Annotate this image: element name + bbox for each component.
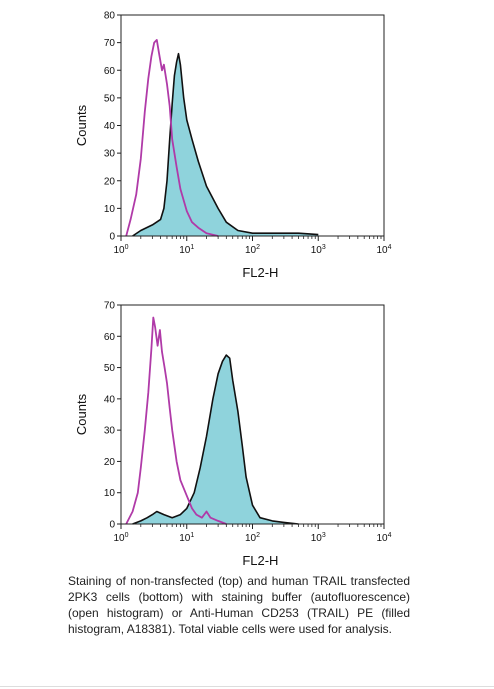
y-tick-label: 70 (104, 301, 116, 312)
figure-caption: Staining of non-transfected (top) and hu… (68, 574, 410, 636)
x-tick-label: 102 (245, 244, 260, 256)
histogram-chart-bottom: 0 10 20 30 40 50 60 70 100 101 102 103 104 FL2-H Count… (74, 301, 392, 568)
filled-histogram-outline (132, 52, 319, 237)
filled-histogram-area (132, 53, 319, 237)
y-tick-label: 70 (104, 38, 116, 49)
x-tick-label: 104 (376, 532, 391, 544)
x-tick-label: 104 (376, 244, 391, 256)
y-tick-label: 0 (109, 232, 115, 243)
y-tick-label: 10 (104, 488, 116, 499)
plot-frame (120, 14, 385, 237)
x-tick-label: 103 (311, 532, 326, 544)
open-histogram-line (125, 316, 227, 525)
divider (0, 686, 494, 687)
y-tick-label: 60 (104, 66, 116, 77)
y-tick-label: 20 (104, 176, 116, 187)
y-axis-label: Counts (74, 104, 89, 146)
filled-histogram-area (132, 355, 299, 524)
y-axis-label: Counts (74, 393, 89, 435)
y-tick-label: 30 (104, 426, 116, 437)
x-tick-label: 102 (245, 532, 260, 544)
x-axis-label: FL2-H (242, 265, 278, 280)
y-tick-label: 0 (109, 520, 115, 531)
x-tick-label: 101 (179, 244, 194, 256)
y-tick-label: 30 (104, 149, 116, 160)
x-axis-label: FL2-H (242, 553, 278, 567)
y-tick-label: 10 (104, 204, 116, 215)
y-tick-label: 40 (104, 121, 116, 132)
y-tick-label: 20 (104, 457, 116, 468)
y-tick-label: 50 (104, 363, 116, 374)
x-tick-label: 101 (179, 532, 194, 544)
x-tick-label: 103 (311, 244, 326, 256)
y-tick-label: 80 (104, 11, 116, 22)
y-tick-label: 40 (104, 394, 116, 405)
histogram-chart-top: 0 10 20 30 40 50 60 70 80 100 101 102 103 104 FL2-H Cou… (74, 11, 392, 281)
y-tick-label: 60 (104, 332, 116, 343)
y-tick-label: 50 (104, 93, 116, 104)
x-tick-label: 100 (113, 244, 128, 256)
x-tick-label: 100 (113, 532, 128, 544)
open-histogram-line (125, 39, 219, 237)
filled-histogram-outline (132, 354, 299, 525)
